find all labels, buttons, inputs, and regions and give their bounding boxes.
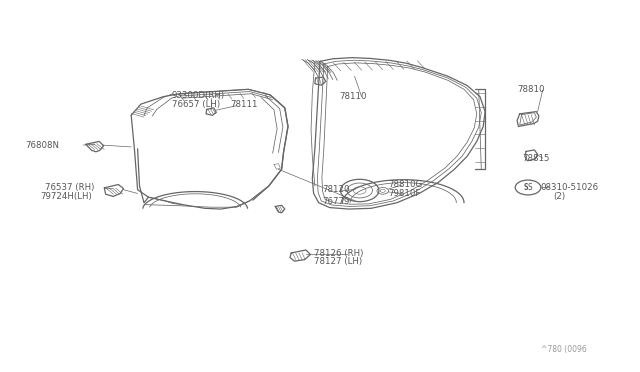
Text: 79724H(LH): 79724H(LH) bbox=[40, 192, 92, 201]
Text: 78110: 78110 bbox=[339, 92, 367, 101]
Text: S: S bbox=[523, 183, 528, 192]
Text: ^780 (0096: ^780 (0096 bbox=[541, 345, 586, 354]
Text: S: S bbox=[527, 183, 532, 192]
Text: 93300D(RH): 93300D(RH) bbox=[172, 92, 225, 100]
Text: 76779: 76779 bbox=[323, 197, 350, 206]
Text: 78810G: 78810G bbox=[388, 180, 422, 189]
Text: 78815: 78815 bbox=[522, 154, 550, 163]
Text: 76537 (RH): 76537 (RH) bbox=[45, 183, 94, 192]
Text: (2): (2) bbox=[554, 192, 566, 201]
Text: 78120: 78120 bbox=[323, 185, 350, 194]
Text: 78127 (LH): 78127 (LH) bbox=[314, 257, 362, 266]
Text: 79810F: 79810F bbox=[388, 189, 420, 198]
Text: 78126 (RH): 78126 (RH) bbox=[314, 249, 363, 258]
Text: 78810: 78810 bbox=[517, 85, 545, 94]
Text: 78111: 78111 bbox=[230, 100, 258, 109]
Text: 08310-51026: 08310-51026 bbox=[540, 183, 598, 192]
Text: 76808N: 76808N bbox=[26, 141, 60, 150]
Text: 76657 (LH): 76657 (LH) bbox=[172, 100, 220, 109]
